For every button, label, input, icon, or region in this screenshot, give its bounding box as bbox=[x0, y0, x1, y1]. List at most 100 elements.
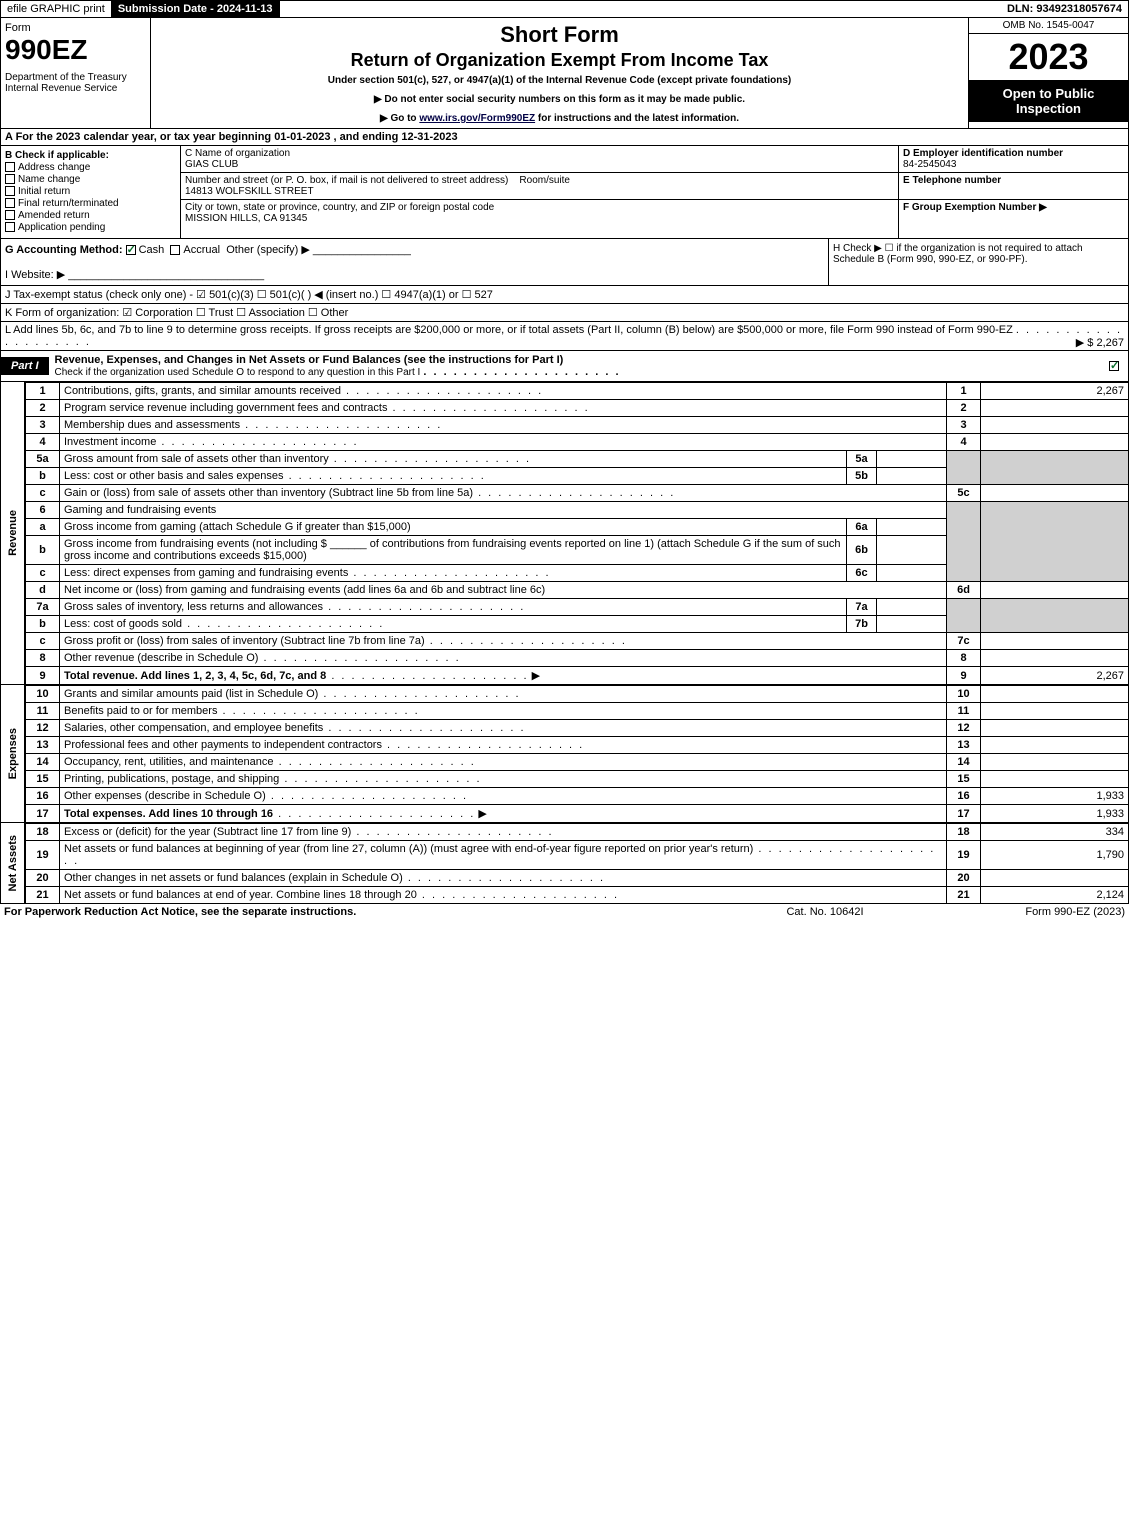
expenses-section: Expenses 10Grants and similar amounts pa… bbox=[0, 685, 1129, 823]
room-label: Room/suite bbox=[519, 175, 570, 186]
line-21: 21Net assets or fund balances at end of … bbox=[26, 887, 1129, 904]
city-label: City or town, state or province, country… bbox=[185, 202, 494, 213]
dln-label: DLN: 93492318057674 bbox=[1001, 1, 1128, 17]
chk-cash[interactable] bbox=[126, 245, 136, 255]
efile-label: efile GRAPHIC print bbox=[1, 1, 112, 17]
goto-post: for instructions and the latest informat… bbox=[535, 113, 739, 124]
line-8: 8Other revenue (describe in Schedule O)8 bbox=[26, 650, 1129, 667]
org-name: GIAS CLUB bbox=[185, 159, 238, 170]
street-cell: Number and street (or P. O. box, if mail… bbox=[181, 173, 898, 200]
footer-center: Cat. No. 10642I bbox=[725, 906, 925, 918]
section-c: C Name of organization GIAS CLUB Number … bbox=[181, 146, 898, 238]
chk-address-change[interactable]: Address change bbox=[5, 162, 176, 173]
line-6: 6Gaming and fundraising events bbox=[26, 502, 1129, 519]
netassets-table: 18Excess or (deficit) for the year (Subt… bbox=[25, 823, 1129, 904]
street-value: 14813 WOLFSKILL STREET bbox=[185, 186, 314, 197]
revenue-table: 1Contributions, gifts, grants, and simil… bbox=[25, 382, 1129, 685]
header-right: OMB No. 1545-0047 2023 Open to Public In… bbox=[968, 18, 1128, 128]
irs-link[interactable]: www.irs.gov/Form990EZ bbox=[419, 113, 535, 124]
line-2: 2Program service revenue including gover… bbox=[26, 400, 1129, 417]
line-12: 12Salaries, other compensation, and empl… bbox=[26, 720, 1129, 737]
line-13: 13Professional fees and other payments t… bbox=[26, 737, 1129, 754]
line-6d: dNet income or (loss) from gaming and fu… bbox=[26, 582, 1129, 599]
part1-check[interactable] bbox=[1103, 357, 1128, 375]
header-left: Form 990EZ Department of the Treasury In… bbox=[1, 18, 151, 128]
c-name-label: C Name of organization bbox=[185, 148, 290, 159]
ein-label: D Employer identification number bbox=[903, 148, 1063, 159]
city-cell: City or town, state or province, country… bbox=[181, 200, 898, 226]
line-7c: cGross profit or (loss) from sales of in… bbox=[26, 633, 1129, 650]
org-name-cell: C Name of organization GIAS CLUB bbox=[181, 146, 898, 173]
expenses-sidebar: Expenses bbox=[1, 685, 25, 823]
i-website: I Website: ▶ bbox=[5, 269, 65, 281]
department-label: Department of the Treasury Internal Reve… bbox=[5, 72, 146, 94]
city-value: MISSION HILLS, CA 91345 bbox=[185, 213, 307, 224]
line-3: 3Membership dues and assessments3 bbox=[26, 417, 1129, 434]
expenses-table: 10Grants and similar amounts paid (list … bbox=[25, 685, 1129, 823]
line-11: 11Benefits paid to or for members11 bbox=[26, 703, 1129, 720]
chk-amended-return[interactable]: Amended return bbox=[5, 210, 176, 221]
cash-label: Cash bbox=[139, 244, 165, 256]
section-k: K Form of organization: ☑ Corporation ☐ … bbox=[0, 304, 1129, 322]
chk-accrual[interactable] bbox=[170, 245, 180, 255]
chk-initial-return[interactable]: Initial return bbox=[5, 186, 176, 197]
top-bar: efile GRAPHIC print Submission Date - 20… bbox=[0, 0, 1129, 18]
section-a: A For the 2023 calendar year, or tax yea… bbox=[0, 129, 1129, 146]
tax-year: 2023 bbox=[969, 34, 1128, 80]
netassets-sidebar: Net Assets bbox=[1, 823, 25, 904]
part1-label: Part I bbox=[1, 357, 49, 375]
line-5a: 5aGross amount from sale of assets other… bbox=[26, 451, 1129, 468]
title-short-form: Short Form bbox=[155, 22, 964, 48]
l-text: L Add lines 5b, 6c, and 7b to line 9 to … bbox=[5, 324, 1013, 336]
line-18: 18Excess or (deficit) for the year (Subt… bbox=[26, 824, 1129, 841]
goto-note: ▶ Go to www.irs.gov/Form990EZ for instru… bbox=[155, 113, 964, 124]
submission-date: Submission Date - 2024-11-13 bbox=[112, 1, 280, 17]
line-16: 16Other expenses (describe in Schedule O… bbox=[26, 788, 1129, 805]
l-amount: ▶ $ 2,267 bbox=[1076, 336, 1124, 349]
line-20: 20Other changes in net assets or fund ba… bbox=[26, 870, 1129, 887]
line-15: 15Printing, publications, postage, and s… bbox=[26, 771, 1129, 788]
section-j: J Tax-exempt status (check only one) - ☑… bbox=[0, 286, 1129, 304]
part1-title: Revenue, Expenses, and Changes in Net As… bbox=[49, 351, 1103, 381]
section-bcd: B Check if applicable: Address change Na… bbox=[0, 146, 1129, 239]
chk-name-change[interactable]: Name change bbox=[5, 174, 176, 185]
group-label: F Group Exemption Number ▶ bbox=[903, 202, 1047, 213]
form-number: 990EZ bbox=[5, 34, 146, 66]
g-label: G Accounting Method: bbox=[5, 244, 123, 256]
section-b: B Check if applicable: Address change Na… bbox=[1, 146, 181, 238]
title-return: Return of Organization Exempt From Incom… bbox=[155, 50, 964, 71]
chk-final-return[interactable]: Final return/terminated bbox=[5, 198, 176, 209]
revenue-section: Revenue 1Contributions, gifts, grants, a… bbox=[0, 382, 1129, 685]
footer-right: Form 990-EZ (2023) bbox=[925, 906, 1125, 918]
form-header: Form 990EZ Department of the Treasury In… bbox=[0, 18, 1129, 129]
accrual-label: Accrual bbox=[183, 244, 220, 256]
other-label: Other (specify) ▶ bbox=[226, 244, 310, 256]
section-gh: G Accounting Method: Cash Accrual Other … bbox=[0, 239, 1129, 286]
section-l: L Add lines 5b, 6c, and 7b to line 9 to … bbox=[0, 322, 1129, 351]
revenue-sidebar: Revenue bbox=[1, 382, 25, 685]
ein-cell: D Employer identification number 84-2545… bbox=[899, 146, 1128, 173]
ein-value: 84-2545043 bbox=[903, 159, 956, 170]
goto-pre: ▶ Go to bbox=[380, 113, 419, 124]
h-note: H Check ▶ ☐ if the organization is not r… bbox=[828, 239, 1128, 285]
subtitle: Under section 501(c), 527, or 4947(a)(1)… bbox=[155, 75, 964, 86]
line-1: 1Contributions, gifts, grants, and simil… bbox=[26, 383, 1129, 400]
line-19: 19Net assets or fund balances at beginni… bbox=[26, 841, 1129, 870]
open-to-public: Open to Public Inspection bbox=[969, 80, 1128, 122]
header-center: Short Form Return of Organization Exempt… bbox=[151, 18, 968, 128]
line-14: 14Occupancy, rent, utilities, and mainte… bbox=[26, 754, 1129, 771]
omb-number: OMB No. 1545-0047 bbox=[969, 18, 1128, 34]
line-4: 4Investment income4 bbox=[26, 434, 1129, 451]
tel-cell: E Telephone number bbox=[899, 173, 1128, 200]
line-9: 9Total revenue. Add lines 1, 2, 3, 4, 5c… bbox=[26, 667, 1129, 685]
street-label: Number and street (or P. O. box, if mail… bbox=[185, 175, 508, 186]
g-accounting: G Accounting Method: Cash Accrual Other … bbox=[1, 239, 828, 285]
line-7a: 7aGross sales of inventory, less returns… bbox=[26, 599, 1129, 616]
chk-application-pending[interactable]: Application pending bbox=[5, 222, 176, 233]
group-cell: F Group Exemption Number ▶ bbox=[899, 200, 1128, 215]
b-label: B Check if applicable: bbox=[5, 150, 109, 161]
line-5c: cGain or (loss) from sale of assets othe… bbox=[26, 485, 1129, 502]
tel-label: E Telephone number bbox=[903, 175, 1001, 186]
section-d: D Employer identification number 84-2545… bbox=[898, 146, 1128, 238]
footer-left: For Paperwork Reduction Act Notice, see … bbox=[4, 906, 725, 918]
